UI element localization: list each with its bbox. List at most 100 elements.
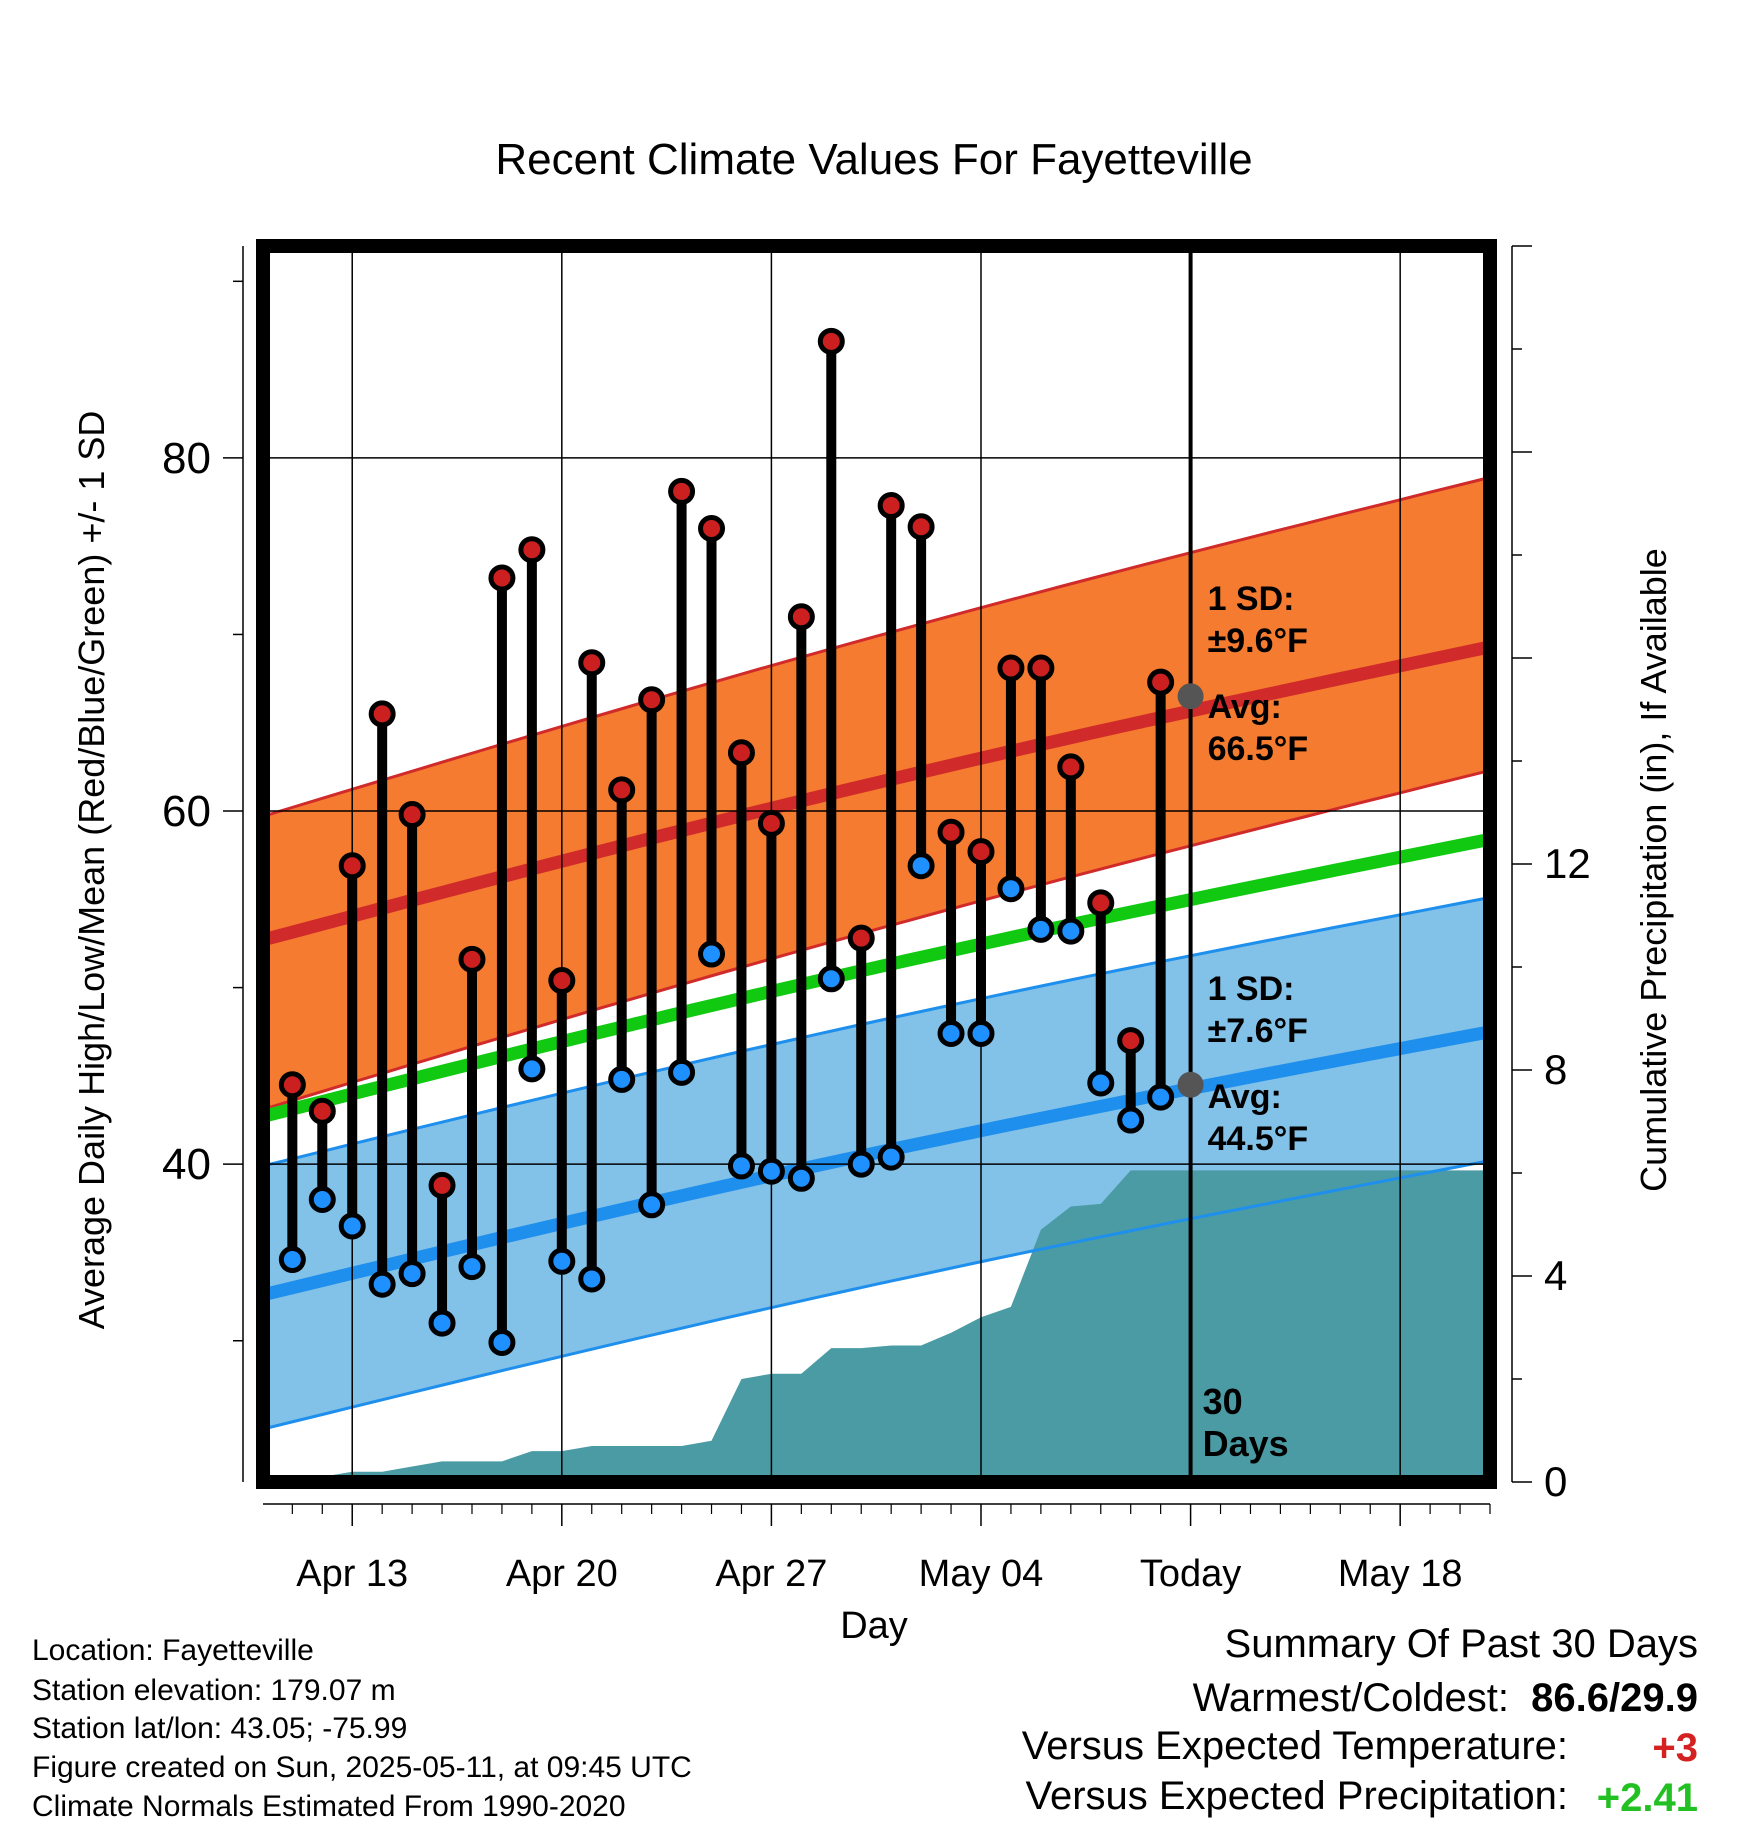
daily-low-point: [817, 965, 845, 993]
footer-location: Location: Fayetteville: [32, 1634, 314, 1667]
summary-extremes-value: 86.6/29.9: [1531, 1676, 1698, 1720]
daily-low-point: [308, 1185, 336, 1213]
daily-high-point: [578, 649, 606, 677]
daily-high-point: [638, 686, 666, 714]
low-sd-label: 1 SD:: [1208, 970, 1295, 1008]
daily-high-point: [757, 809, 785, 837]
daily-high-point: [458, 945, 486, 973]
today-normal-high-point: [1177, 683, 1204, 710]
daily-low-point: [398, 1260, 426, 1288]
daily-low-point: [1117, 1106, 1145, 1134]
footer-elevation: Station elevation: 179.07 m: [32, 1674, 396, 1707]
daily-low-point: [668, 1058, 696, 1086]
daily-low-point: [787, 1164, 815, 1192]
summary-extremes-label: Warmest/Coldest:: [1192, 1676, 1509, 1720]
x-tick-label: Apr 20: [506, 1553, 618, 1595]
high-sd-band: [263, 477, 1490, 1110]
daily-low-point: [847, 1150, 875, 1178]
summary-precip-value: +2.41: [1596, 1776, 1698, 1820]
daily-low-point: [937, 1020, 965, 1048]
y-axis-right-label: Cumulative Precipitation (in), If Availa…: [1633, 548, 1674, 1192]
daily-low-point: [608, 1065, 636, 1093]
daily-high-point: [1117, 1027, 1145, 1055]
today-days-label-1: 30: [1203, 1381, 1243, 1422]
high-sd-value: ±9.6°F: [1208, 622, 1308, 660]
daily-low-point: [488, 1329, 516, 1357]
daily-low-point: [1057, 917, 1085, 945]
daily-low-point: [518, 1055, 546, 1083]
low-avg-value: 44.5°F: [1208, 1120, 1309, 1158]
daily-high-point: [1087, 889, 1115, 917]
daily-low-point: [578, 1265, 606, 1293]
daily-high-point: [997, 654, 1025, 682]
low-sd-lower-edge: [263, 1159, 1490, 1431]
y-left-tick-label: 60: [162, 787, 211, 836]
daily-high-point: [488, 564, 516, 592]
summary-extremes: Warmest/Coldest: 86.6/29.9: [1193, 1678, 1698, 1718]
y-right-tick-label: 0: [1544, 1458, 1567, 1505]
daily-low-point: [548, 1247, 576, 1275]
axes: 40 60 80 0 4 8 12 Apr 13 Apr 20 Apr 27 May 04 Today…: [162, 245, 1591, 1595]
daily-high-point: [907, 513, 935, 541]
daily-high-point: [608, 776, 636, 804]
footer-created: Figure created on Sun, 2025-05-11, at 09…: [32, 1751, 692, 1784]
high-sd-label: 1 SD:: [1208, 580, 1295, 618]
low-sd-band: [263, 897, 1490, 1429]
high-avg-value: 66.5°F: [1208, 730, 1309, 768]
daily-low-point: [907, 852, 935, 880]
daily-high-point: [428, 1171, 456, 1199]
daily-low-point: [1027, 915, 1055, 943]
summary-title: Summary Of Past 30 Days: [1224, 1622, 1698, 1666]
x-tick-label: Today: [1140, 1553, 1241, 1595]
daily-low-point: [757, 1157, 785, 1185]
footer-normals: Climate Normals Estimated From 1990-2020: [32, 1790, 626, 1823]
x-tick-label: May 04: [919, 1553, 1044, 1595]
plot-border: [256, 239, 1497, 1489]
daily-high-point: [967, 838, 995, 866]
low-sd-value: ±7.6°F: [1208, 1012, 1308, 1050]
daily-high-point: [308, 1097, 336, 1125]
daily-low-point: [1087, 1069, 1115, 1097]
daily-low-point: [877, 1143, 905, 1171]
high-avg-label: Avg:: [1208, 688, 1282, 726]
plot-frame: [256, 239, 1497, 1489]
daily-low-point: [428, 1309, 456, 1337]
daily-high-point: [698, 515, 726, 543]
daily-low-point: [967, 1020, 995, 1048]
daily-high-point: [1027, 654, 1055, 682]
y-right-tick-label: 12: [1544, 840, 1591, 887]
today-days-label-2: Days: [1203, 1423, 1289, 1464]
y-left-tick-label: 40: [162, 1140, 211, 1189]
y-axis-left-label: Average Daily High/Low/Mean (Red/Blue/Gr…: [71, 411, 112, 1330]
x-tick-label: Apr 13: [296, 1553, 408, 1595]
chart-title: Recent Climate Values For Fayetteville: [495, 135, 1252, 184]
normal-high-line: [263, 640, 1490, 947]
y-left-tick-label: 80: [162, 434, 211, 483]
daily-high-point: [817, 327, 845, 355]
daily-high-point: [1147, 668, 1175, 696]
summary-temp-value: +3: [1652, 1726, 1698, 1770]
footer-latlon: Station lat/lon: 43.05; -75.99: [32, 1712, 408, 1745]
daily-low-point: [278, 1246, 306, 1274]
summary-temp-label: Versus Expected Temperature:: [1021, 1724, 1568, 1768]
daily-range-bars: [278, 327, 1175, 1357]
daily-low-point: [997, 875, 1025, 903]
low-avg-label: Avg:: [1208, 1078, 1282, 1116]
daily-high-point: [937, 818, 965, 846]
today-normal-low-point: [1177, 1071, 1204, 1098]
daily-low-point: [338, 1212, 366, 1240]
x-tick-label: May 18: [1338, 1553, 1463, 1595]
daily-low-point: [698, 940, 726, 968]
daily-high-point: [847, 924, 875, 952]
daily-high-point: [668, 477, 696, 505]
daily-low-point: [458, 1253, 486, 1281]
daily-high-point: [368, 700, 396, 728]
daily-high-point: [278, 1071, 306, 1099]
daily-low-point: [638, 1191, 666, 1219]
y-right-tick-label: 4: [1544, 1252, 1567, 1299]
daily-high-point: [548, 967, 576, 995]
annotations: 1 SD: ±9.6°F Avg: 66.5°F 1 SD: ±7.6°F Avg: 44.5…: [1177, 580, 1309, 1158]
normal-bands: [263, 477, 1490, 1429]
